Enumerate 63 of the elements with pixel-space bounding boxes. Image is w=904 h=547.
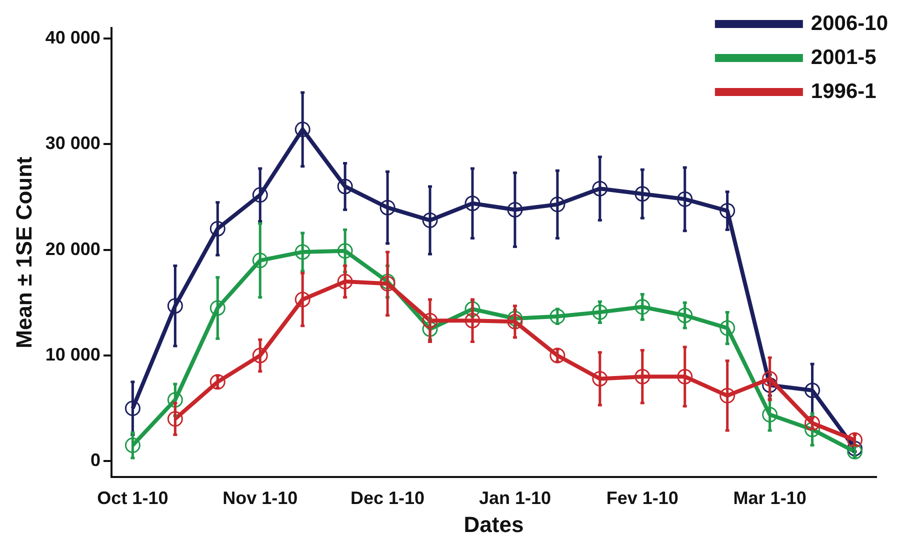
point	[804, 415, 820, 431]
point	[592, 304, 608, 320]
legend-label: 2001-5	[810, 46, 877, 69]
point	[847, 432, 863, 448]
legend-label: 2006-10	[810, 12, 888, 35]
point	[337, 178, 353, 194]
y-tick-label: 10 000	[45, 344, 100, 364]
point	[337, 243, 353, 259]
point	[592, 180, 608, 196]
point	[124, 400, 140, 416]
point	[550, 308, 566, 324]
point	[762, 406, 778, 422]
point	[677, 368, 693, 384]
point	[422, 212, 438, 228]
y-tick-label: 20 000	[45, 238, 100, 259]
point	[507, 314, 523, 330]
point	[550, 348, 566, 364]
point	[422, 312, 438, 328]
legend-label: 1996-1	[810, 80, 877, 103]
point	[167, 298, 183, 314]
point	[634, 299, 650, 315]
point	[124, 438, 140, 454]
point	[422, 321, 438, 337]
point	[294, 122, 310, 138]
point	[210, 220, 226, 236]
point	[464, 312, 480, 328]
point	[337, 274, 353, 290]
point	[380, 200, 396, 216]
point	[167, 411, 183, 427]
y-axis-title: Mean ± 1SE Count	[11, 156, 36, 348]
point	[550, 196, 566, 212]
point	[464, 301, 480, 317]
point	[464, 196, 480, 212]
point	[762, 371, 778, 386]
x-tick-label: Nov 1-10	[222, 488, 298, 508]
point	[847, 444, 863, 460]
point	[720, 203, 736, 219]
x-tick-label: Mar 1-10	[733, 488, 806, 508]
point	[252, 187, 268, 203]
point	[804, 382, 820, 398]
point	[167, 392, 183, 408]
point	[677, 191, 693, 207]
x-axis-title: Dates	[464, 512, 524, 537]
x-tick-label: Dec 1-10	[350, 488, 425, 508]
point	[634, 186, 650, 202]
point	[294, 292, 310, 308]
x-tick-label: Oct 1-10	[97, 488, 168, 508]
point	[294, 244, 310, 260]
point	[252, 348, 268, 364]
x-tick-label: Jan 1-10	[478, 488, 551, 508]
x-tick-label: Fev 1-10	[606, 488, 678, 508]
point	[592, 371, 608, 386]
y-tick-label: 40 000	[45, 28, 100, 48]
y-tick-label: 30 000	[45, 133, 100, 154]
point	[720, 388, 736, 404]
y-tick-label: 0	[90, 450, 100, 470]
point	[210, 374, 226, 390]
point	[720, 320, 736, 336]
point	[252, 252, 268, 268]
point	[677, 308, 693, 324]
point	[210, 300, 226, 316]
point	[507, 202, 523, 218]
point	[634, 368, 650, 384]
